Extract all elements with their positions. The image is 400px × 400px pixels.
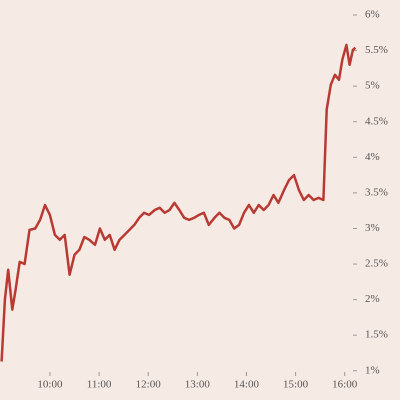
x-tick-label: 14:00	[234, 379, 260, 391]
y-tick-label: 1%	[365, 364, 380, 376]
x-tick-label: 13:00	[185, 379, 211, 391]
y-tick-label: 4.5%	[365, 115, 388, 127]
y-tick-label: 2.5%	[365, 258, 388, 270]
line	[0, 43, 357, 362]
y-tick-label: 1.5%	[365, 329, 388, 341]
y-tick-label: 3.5%	[365, 186, 388, 198]
x-tick-label: 16:00	[332, 379, 358, 391]
x-tick-label: 11:00	[87, 379, 112, 391]
y-tick-label: 2%	[365, 293, 380, 305]
y-tick-label: 6%	[365, 9, 380, 21]
x-tick-label: 12:00	[136, 379, 162, 391]
y-tick-label: 3%	[365, 222, 380, 234]
y-tick-label: 4%	[365, 151, 380, 163]
y-tick-label: 5.5%	[365, 44, 388, 56]
x-tick-label: 10:00	[37, 379, 63, 391]
x-tick-label: 15:00	[283, 379, 309, 391]
y-tick-label: 5%	[365, 80, 380, 92]
